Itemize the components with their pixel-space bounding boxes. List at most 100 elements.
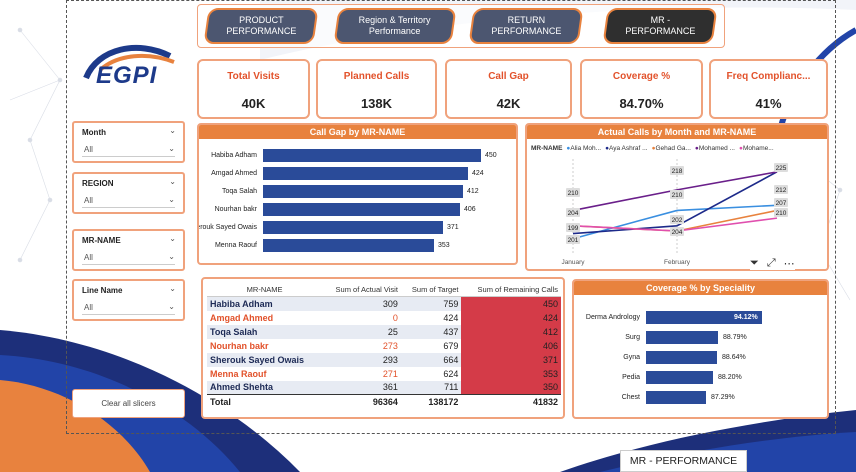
nav-button-1[interactable]: Region & Territory Performance: [333, 8, 457, 44]
svg-text:199: 199: [568, 225, 579, 232]
actual-calls-legend: MR-NAME ●Alia Moh... ●Aya Ashraf ... ●Gehad…: [531, 145, 774, 152]
svg-text:202: 202: [672, 217, 683, 224]
table-row[interactable]: Amgad Ahmed 0 424 424: [207, 310, 561, 325]
dropdown-arrow-icon[interactable]: ⌄: [168, 144, 175, 153]
dropdown-arrow-icon[interactable]: ⌄: [168, 302, 175, 311]
page-tab[interactable]: MR - PERFORMANCE: [620, 450, 747, 472]
filter-icon[interactable]: ⏷: [750, 257, 759, 269]
svg-text:204: 204: [672, 229, 683, 236]
focus-mode-icon[interactable]: ⤢: [766, 257, 776, 269]
legend-item[interactable]: ●Aya Ashraf ...: [605, 145, 648, 152]
legend-item[interactable]: ●Mohame...: [739, 145, 774, 152]
chevron-down-icon[interactable]: ⌄: [169, 234, 176, 243]
svg-text:218: 218: [672, 168, 683, 175]
slicer-value: All: [84, 196, 93, 205]
kpi-value: 138K: [360, 96, 393, 111]
coverage-bar[interactable]: [646, 331, 718, 344]
bar-category-label: Pedia: [622, 374, 640, 381]
mr-table: MR-NAME Sum of Actual Visit Sum of Target S…: [207, 283, 561, 409]
mr-table-panel: MR-NAME Sum of Actual Visit Sum of Target S…: [201, 277, 565, 419]
svg-text:201: 201: [568, 237, 579, 244]
table-row[interactable]: Menna Raouf 271 624 353: [207, 366, 561, 381]
nav-button-label: PRODUCT PERFORMANCE: [225, 15, 296, 36]
bar-category-label: Amgad Ahmed: [211, 170, 257, 177]
slicer[interactable]: Line Name ⌄ All ⌄: [72, 279, 185, 321]
kpi-value: 41%: [755, 96, 782, 111]
call-gap-bar[interactable]: [263, 167, 468, 180]
legend-title: MR-NAME: [531, 145, 563, 152]
table-header[interactable]: Sum of Actual Visit: [322, 283, 401, 297]
bar-category-label: Habiba Adham: [211, 152, 257, 159]
dropdown-arrow-icon[interactable]: ⌄: [168, 195, 175, 204]
actual-calls-chart: 210 204 199 201 218 210 202 204 225 212 207 210 Janu…: [561, 159, 788, 266]
chevron-down-icon[interactable]: ⌄: [169, 177, 176, 186]
kpi-title: Planned Calls: [343, 71, 410, 82]
slicer-value: All: [84, 303, 93, 312]
more-options-icon[interactable]: ⋯: [783, 258, 795, 270]
series-line: [572, 171, 778, 235]
logo-swoosh-icon: [83, 44, 175, 80]
coverage-title: Coverage % by Speciality: [574, 281, 827, 295]
table-header[interactable]: Sum of Remaining Calls: [461, 283, 561, 297]
slicer[interactable]: Month ⌄ All ⌄: [72, 121, 185, 163]
kpi-title: Coverage %: [612, 71, 671, 82]
bar-value-label: 371: [447, 224, 459, 231]
bar-value-label: 88.64%: [722, 354, 746, 361]
nav-button-label: MR - PERFORMANCE: [624, 15, 695, 36]
logo-text: EGPI: [96, 62, 158, 89]
bar-category-label: Sherouk Sayed Owais: [199, 224, 257, 231]
bar-category-label: Nourhan bakr: [214, 206, 257, 213]
coverage-bar[interactable]: [646, 371, 713, 384]
bar-value-label: 424: [472, 170, 484, 177]
svg-text:212: 212: [776, 187, 787, 194]
slicer[interactable]: REGION ⌄ All ⌄: [72, 172, 185, 214]
bar-category-label: Chest: [621, 394, 640, 401]
nav-button-2[interactable]: RETURN PERFORMANCE: [468, 8, 584, 44]
slicer[interactable]: MR-NAME ⌄ All ⌄: [72, 229, 185, 271]
table-row[interactable]: Ahmed Shehta 361 711 350: [207, 380, 561, 395]
bar-value-label: 88.20%: [718, 374, 742, 381]
actual-calls-title: Actual Calls by Month and MR-NAME: [527, 125, 827, 139]
kpi-card: Coverage % 84.70%: [580, 59, 703, 119]
call-gap-bar[interactable]: [263, 203, 460, 216]
legend-item[interactable]: ●Alia Moh...: [566, 145, 602, 152]
table-header[interactable]: Sum of Target: [400, 283, 462, 297]
table-row[interactable]: Sherouk Sayed Owais 293 664 371: [207, 352, 561, 367]
kpi-title: Total Visits: [227, 71, 280, 82]
bar-value-label: 353: [438, 242, 450, 249]
call-gap-title: Call Gap by MR-NAME: [199, 125, 516, 139]
svg-text:210: 210: [568, 190, 579, 197]
svg-text:210: 210: [672, 192, 683, 199]
actual-calls-panel: Actual Calls by Month and MR-NAME MR-NAM…: [525, 123, 829, 271]
table-row[interactable]: Nourhan bakr 273 679 406: [207, 338, 561, 353]
call-gap-bar[interactable]: [263, 221, 443, 234]
chevron-down-icon[interactable]: ⌄: [169, 284, 176, 293]
call-gap-bar[interactable]: [263, 185, 463, 198]
chevron-down-icon[interactable]: ⌄: [169, 126, 176, 135]
bar-value-label: 88.79%: [723, 334, 747, 341]
clear-slicers-button[interactable]: Clear all slicers: [72, 389, 185, 418]
bar-value-label: 87.29%: [711, 394, 735, 401]
coverage-bar[interactable]: [646, 351, 717, 364]
slicer-value: All: [84, 145, 93, 154]
call-gap-bar[interactable]: [263, 149, 481, 162]
bar-category-label: Derma Andrology: [585, 314, 640, 321]
table-row[interactable]: Habiba Adham 309 759 450: [207, 296, 561, 311]
nav-button-3[interactable]: MR - PERFORMANCE: [602, 8, 718, 44]
table-row[interactable]: Toqa Salah 25 437 412: [207, 324, 561, 339]
legend-item[interactable]: ●Gehad Ga...: [651, 145, 691, 152]
coverage-bar[interactable]: [646, 311, 762, 324]
coverage-bar[interactable]: [646, 391, 706, 404]
x-tick-label: January: [561, 259, 585, 266]
call-gap-bar[interactable]: [263, 239, 434, 252]
series-line: [572, 171, 778, 212]
report-frame: [66, 0, 836, 434]
dropdown-arrow-icon[interactable]: ⌄: [168, 252, 175, 261]
visual-header-icons: ⏷ ⤢ ⋯: [750, 257, 795, 270]
legend-item[interactable]: ●Mohamed ...: [694, 145, 735, 152]
nav-button-0[interactable]: PRODUCT PERFORMANCE: [203, 8, 319, 44]
bar-category-label: Surg: [625, 334, 640, 341]
table-header[interactable]: MR-NAME: [207, 283, 323, 297]
kpi-value: 84.70%: [619, 96, 664, 111]
call-gap-panel: Call Gap by MR-NAME Habiba Adham 450 Amga…: [197, 123, 518, 265]
